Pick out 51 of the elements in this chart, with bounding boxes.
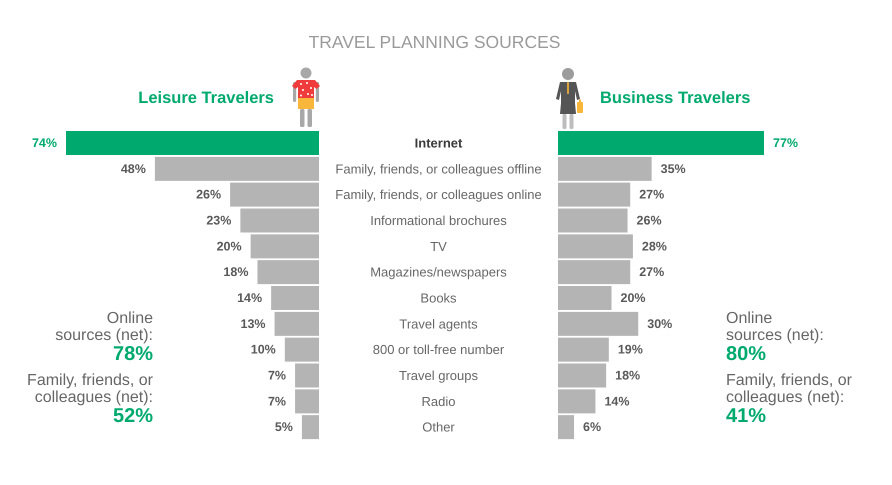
bar <box>271 286 319 310</box>
data-label: 27% <box>639 188 664 202</box>
bar <box>66 131 319 155</box>
data-label: 6% <box>583 420 602 434</box>
data-label: 13% <box>240 316 266 331</box>
data-label: 48% <box>120 162 146 176</box>
y-tick-label: Other <box>422 420 456 435</box>
y-tick-label: Travel groups <box>399 368 478 383</box>
data-label: 18% <box>223 265 248 280</box>
data-label: 7% <box>268 368 286 382</box>
data-label: 27% <box>639 265 664 280</box>
bar <box>558 208 628 232</box>
data-label: 19% <box>618 342 643 357</box>
bar <box>295 364 319 388</box>
data-label: 26% <box>636 214 662 228</box>
y-tick-label: Magazines/newspapers <box>370 264 508 280</box>
data-label: 14% <box>604 394 630 408</box>
chart-subtitle: Business Travelers <box>600 89 750 108</box>
annotation: Family, friends, or colleagues (net): 41% <box>726 372 852 427</box>
bar <box>558 131 764 155</box>
annotation: Family, friends, or colleagues (net): 52% <box>27 372 153 427</box>
data-label: 20% <box>620 291 646 305</box>
data-label: 28% <box>642 239 667 254</box>
data-label: 10% <box>250 342 276 357</box>
text: TRAVEL PLANNING SOURCES <box>308 32 562 53</box>
data-label: 74% <box>32 136 57 150</box>
y-tick-label: Family, friends, or colleagues online <box>335 187 542 202</box>
data-label: 5% <box>274 420 293 434</box>
annotation: Online sources (net): 80% <box>726 310 824 365</box>
y-tick-label: Internet <box>414 135 464 150</box>
y-tick-label: Radio <box>422 394 456 409</box>
data-label: 30% <box>647 316 672 331</box>
y-tick-label: Travel agents <box>399 316 478 332</box>
data-label: 77% <box>773 136 798 150</box>
bar <box>240 208 319 232</box>
y-tick-label: TV <box>430 238 448 254</box>
data-label: 23% <box>206 214 232 228</box>
y-tick-label: Informational brochures <box>370 212 508 228</box>
data-label: 20% <box>216 239 242 254</box>
data-label: 26% <box>196 188 222 202</box>
y-tick-label: 800 or toll-free number <box>372 342 505 358</box>
y-tick-label: Family, friends, or colleagues offline <box>335 161 542 176</box>
chart-subtitle: Leisure Travelers <box>138 89 274 108</box>
bar <box>558 286 612 310</box>
data-label: 14% <box>237 291 262 305</box>
data-label: 7% <box>268 394 286 408</box>
data-label: 35% <box>660 162 686 176</box>
data-label: 18% <box>615 368 640 382</box>
bar <box>558 364 606 388</box>
y-tick-label: Books <box>420 290 458 306</box>
annotation: Online sources (net): 78% <box>55 310 153 365</box>
